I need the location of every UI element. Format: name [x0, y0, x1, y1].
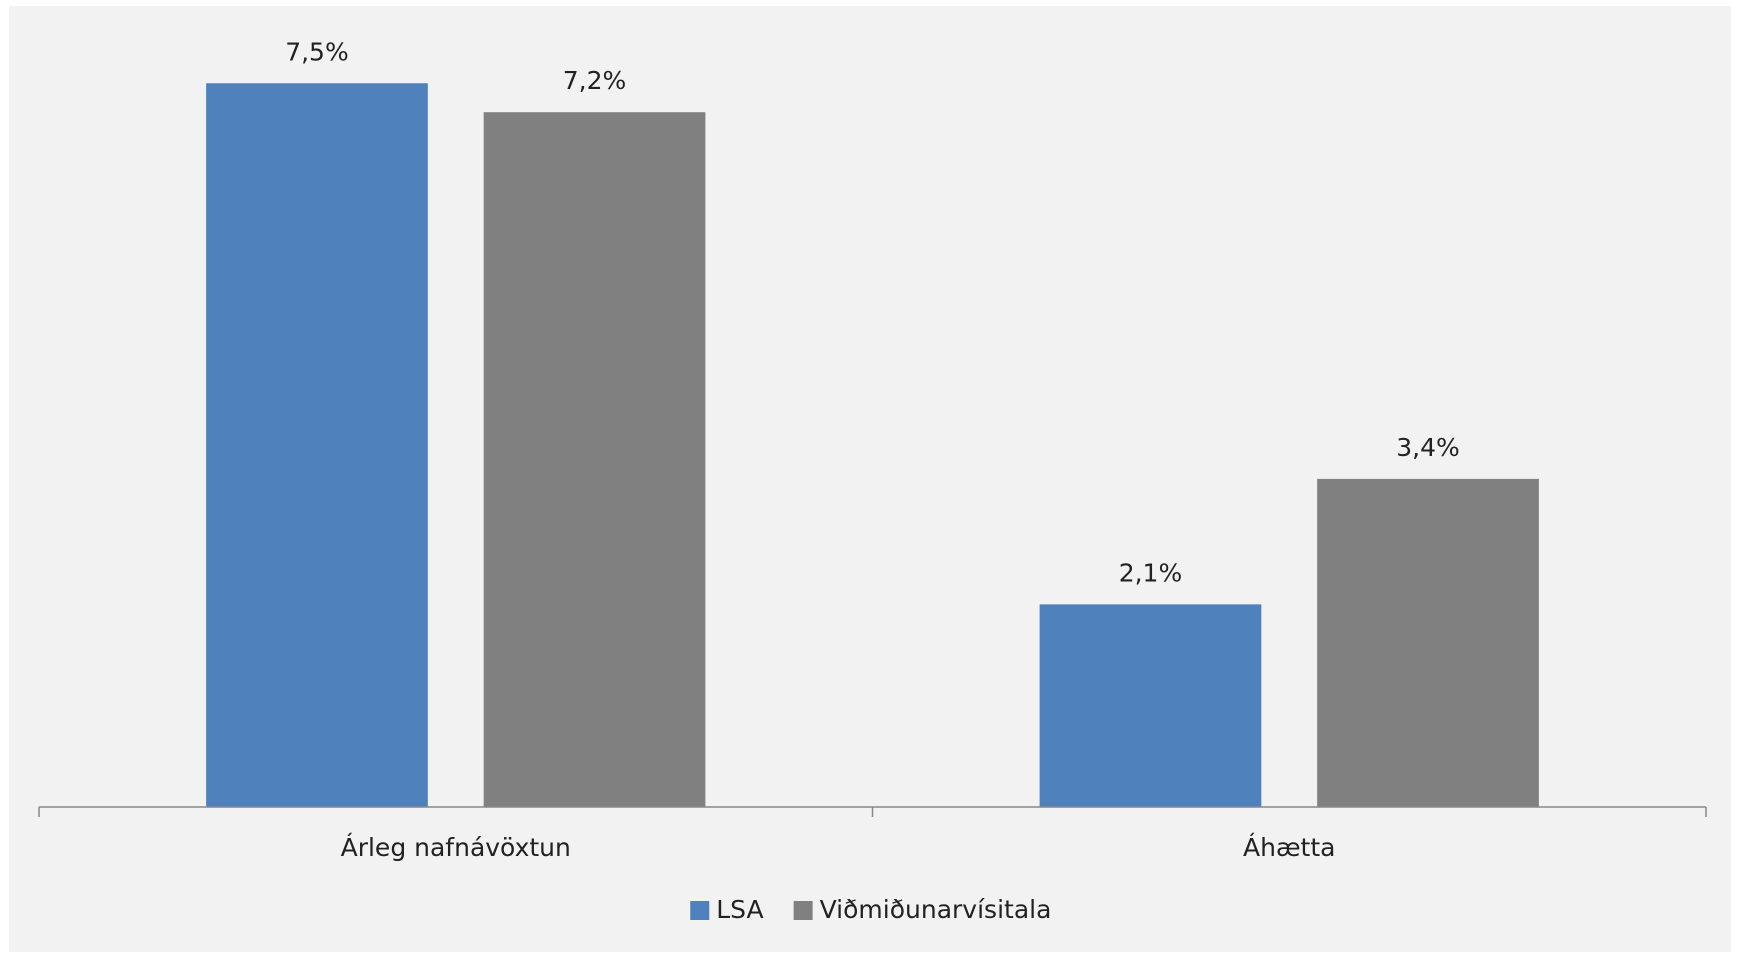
legend-label: LSA: [716, 895, 763, 924]
value-label: 7,2%: [563, 66, 627, 95]
bar: [206, 83, 428, 807]
legend-label: Viðmiðunarvísitala: [820, 895, 1052, 924]
bar: [1317, 478, 1539, 807]
value-label: 3,4%: [1396, 433, 1460, 462]
value-label: 7,5%: [285, 37, 349, 66]
legend-swatch: [793, 901, 813, 920]
value-label: 2,1%: [1119, 558, 1183, 587]
x-tick-label: Árleg nafnávöxtun: [341, 833, 571, 862]
bar: [1039, 604, 1262, 807]
bar: [483, 112, 706, 807]
legend-swatch: [690, 901, 710, 920]
x-tick-label: Áhætta: [1243, 833, 1335, 862]
